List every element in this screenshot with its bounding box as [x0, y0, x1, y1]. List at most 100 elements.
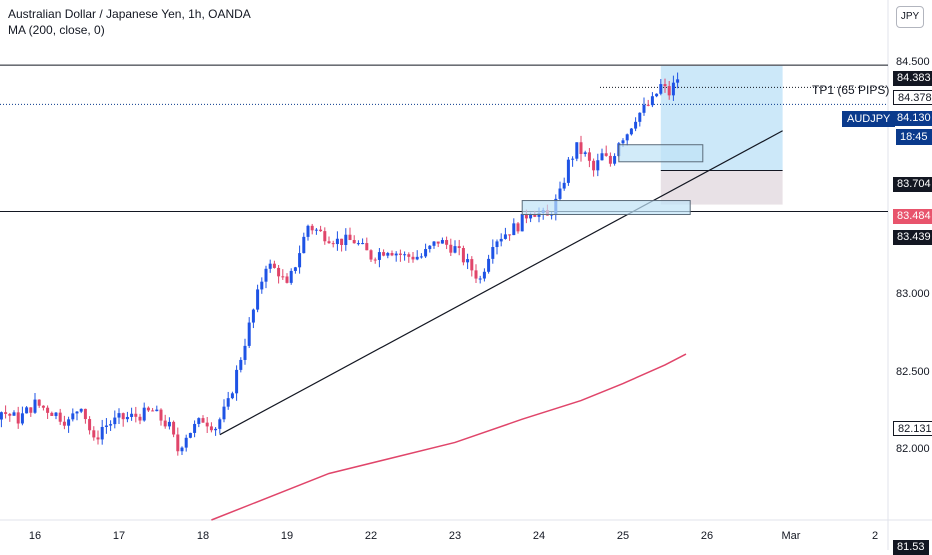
candle-body	[125, 416, 129, 420]
candle-body	[62, 421, 66, 426]
candle-body	[256, 289, 260, 310]
candle-body	[138, 416, 142, 421]
candle-body	[424, 249, 428, 257]
stop-area	[660, 170, 783, 205]
currency-button[interactable]: JPY	[896, 6, 924, 28]
candle-body	[12, 412, 16, 416]
y-tick: 82.500	[896, 366, 930, 378]
candle-body	[659, 84, 663, 94]
candle-body	[88, 419, 92, 431]
candle-body	[419, 256, 423, 258]
candle-body	[83, 408, 87, 420]
candle-body	[33, 399, 37, 413]
candle-body	[188, 432, 192, 438]
candle-body	[583, 152, 587, 155]
candle-body	[508, 234, 512, 236]
candle-body	[323, 231, 327, 242]
candle-body	[667, 86, 671, 96]
candle-body	[281, 276, 285, 278]
candle-body	[235, 369, 239, 394]
candle-body	[289, 270, 293, 283]
candle-body	[524, 214, 528, 219]
candle-body	[331, 243, 335, 245]
candle-body	[449, 244, 453, 253]
candle-body	[470, 259, 474, 271]
candle-body	[327, 241, 331, 244]
candle-body	[495, 241, 499, 248]
candle-body	[251, 309, 255, 323]
candle-body	[487, 258, 491, 272]
candle-body	[193, 423, 197, 433]
x-tick: 19	[280, 530, 294, 542]
candle-body	[365, 243, 369, 251]
candle-body	[272, 263, 276, 268]
y-tick: 82.000	[896, 443, 930, 455]
candle-body	[432, 241, 436, 246]
candle-body	[512, 223, 516, 236]
chart-legend: Australian Dollar / Japanese Yen, 1h, OA…	[8, 6, 251, 38]
candle-body	[558, 188, 562, 199]
candle-body	[298, 253, 302, 268]
candle-body	[41, 405, 45, 408]
candle-body	[390, 253, 394, 256]
candle-body	[663, 84, 667, 87]
x-tick: 2	[871, 530, 879, 542]
candle-body	[37, 399, 41, 406]
candle-body	[319, 229, 323, 232]
candle-body	[96, 437, 100, 440]
candle-body	[634, 121, 638, 129]
candle-body	[411, 256, 415, 260]
candle-body	[352, 239, 356, 244]
candle-body	[54, 412, 58, 416]
candle-body	[155, 409, 159, 412]
candle-body	[377, 252, 381, 260]
candle-body	[46, 407, 50, 413]
target-price-tag: 84.378	[893, 90, 932, 105]
ma-price-tag: 83.484	[893, 209, 932, 224]
candle-body	[440, 240, 444, 244]
candle-body	[482, 271, 486, 279]
candle-body	[230, 393, 234, 399]
candle-body	[562, 182, 566, 189]
candle-body	[197, 418, 201, 424]
candle-body	[474, 270, 478, 279]
candle-body	[109, 424, 113, 426]
candle-body	[285, 276, 289, 283]
candle-body	[646, 104, 650, 106]
candle-body	[340, 238, 344, 245]
candle-body	[16, 412, 20, 424]
candle-body	[604, 153, 608, 156]
candle-body	[621, 140, 625, 144]
candle-body	[386, 253, 390, 256]
candle-body	[117, 413, 121, 418]
candle-body	[499, 238, 503, 242]
upper-line-price-tag: 84.383	[893, 71, 932, 86]
candle-body	[100, 426, 104, 440]
candle-body	[310, 225, 314, 231]
lower-line-price-tag: 83.439	[893, 230, 932, 245]
candle-body	[394, 253, 398, 256]
candle-body	[243, 345, 247, 360]
ascending-trendline	[219, 130, 783, 436]
x-tick: 25	[616, 530, 630, 542]
candle-body	[596, 160, 600, 171]
candle-body	[113, 417, 117, 425]
candle-body	[587, 152, 591, 161]
candle-body	[344, 234, 348, 245]
candle-body	[130, 413, 134, 417]
x-tick: 23	[448, 530, 462, 542]
symbol-title: Australian Dollar / Japanese Yen, 1h, OA…	[8, 7, 251, 21]
candle-body	[58, 412, 62, 422]
candle-body	[575, 142, 579, 159]
candle-body	[457, 246, 461, 249]
candle-body	[629, 128, 633, 135]
target-label: TP1 (65 PIPS)	[812, 83, 890, 97]
candle-body	[264, 268, 268, 282]
candle-body	[306, 225, 310, 237]
candle-body	[625, 134, 629, 141]
candle-body	[592, 160, 596, 171]
symbol-price-tag: AUDJPY	[842, 111, 896, 127]
candle-body	[184, 437, 188, 448]
supply-demand-zone	[521, 200, 691, 216]
